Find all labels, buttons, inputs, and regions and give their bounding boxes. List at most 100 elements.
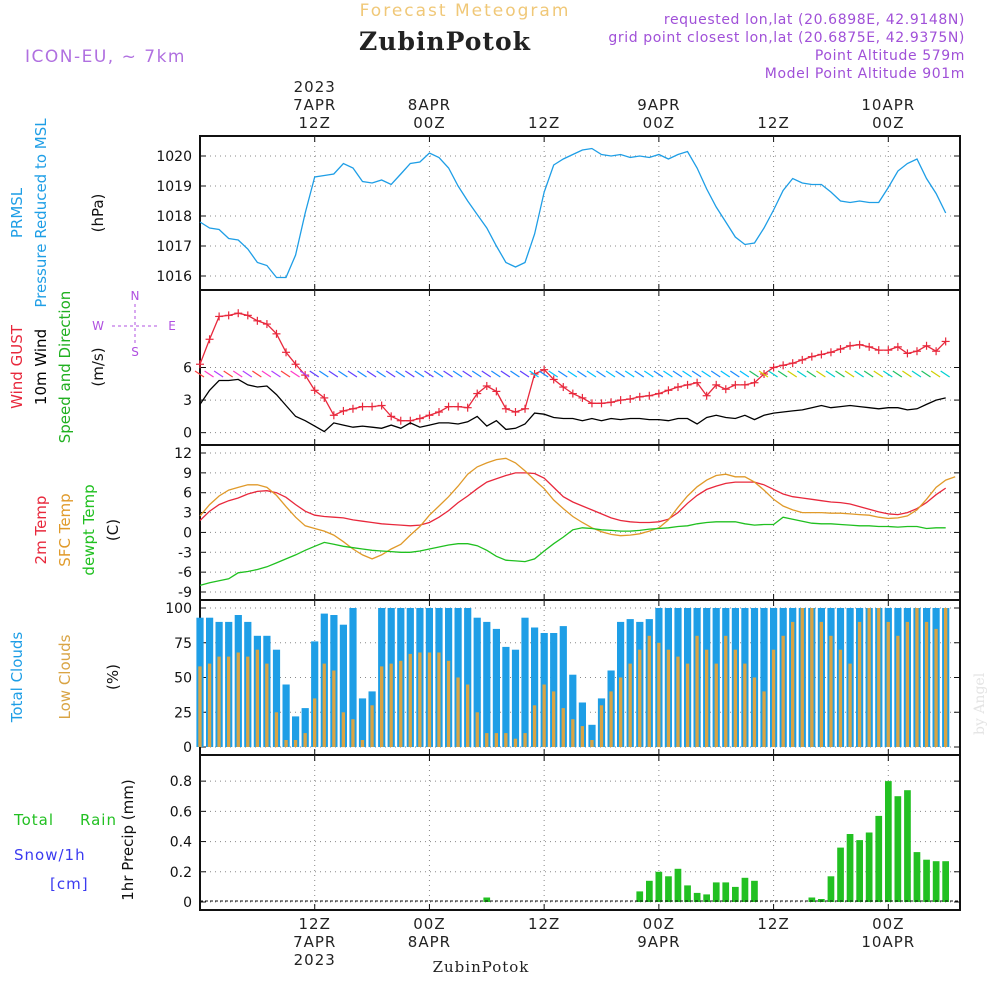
series-line — [199, 147, 947, 279]
bar — [913, 852, 921, 902]
bar — [483, 897, 491, 902]
wind-arrow — [882, 370, 893, 378]
bar — [473, 617, 481, 747]
bar — [246, 656, 250, 747]
wind-arrow — [328, 370, 339, 378]
wind-arrow — [739, 370, 750, 378]
bar — [944, 608, 948, 747]
y-tick-label: 0.6 — [170, 804, 192, 820]
precip-legend-label: [cm] — [50, 875, 89, 893]
bar — [666, 649, 671, 747]
precip-panel: 0 0.2 0.4 0.6 0.8 — [170, 754, 961, 911]
point-altitude: Point Altitude 579m — [815, 48, 965, 64]
bar — [523, 733, 527, 747]
top-axis-label: 2023 — [294, 78, 336, 96]
side-label: 2m Temp — [32, 496, 50, 565]
compass-letter: W — [92, 319, 104, 333]
bar — [684, 885, 691, 902]
bar — [380, 666, 384, 747]
bar — [446, 660, 451, 747]
y-tick-label: 1019 — [156, 179, 192, 195]
bar — [628, 663, 632, 747]
bar — [274, 712, 279, 748]
wind-arrow — [749, 370, 759, 378]
bar — [332, 670, 336, 747]
wind-arrow — [404, 370, 415, 378]
bar — [695, 635, 699, 747]
bar — [932, 861, 940, 902]
series-line — [199, 312, 947, 422]
bar — [466, 684, 470, 747]
bar — [531, 627, 539, 747]
bar — [705, 649, 709, 747]
bar — [808, 897, 816, 902]
bar — [255, 649, 259, 747]
bar — [762, 691, 766, 747]
wind-arrow — [816, 370, 826, 378]
bar — [877, 608, 881, 747]
bar — [791, 621, 795, 747]
wind-arrows — [194, 370, 950, 378]
y-tick-label: 12 — [174, 446, 192, 462]
wind-arrow — [902, 370, 912, 378]
bar — [292, 716, 300, 747]
top-axis-label: 00Z — [872, 114, 904, 132]
y-tick-label: -3 — [178, 545, 192, 561]
bar — [552, 691, 556, 747]
bar — [904, 790, 911, 902]
bar — [322, 663, 326, 747]
bar — [550, 633, 558, 747]
bar — [655, 871, 663, 902]
wind-arrow — [318, 370, 329, 378]
bar — [418, 652, 422, 747]
bar — [732, 886, 739, 902]
wind-arrow — [338, 370, 348, 378]
bar — [924, 621, 929, 747]
bar — [303, 733, 307, 747]
wind-panel: 0 3 6 — [183, 289, 961, 446]
bar — [685, 663, 690, 747]
wind-arrow — [940, 370, 950, 378]
wind-arrow — [863, 370, 874, 378]
y-tick-label: 3 — [183, 393, 192, 409]
wind-arrow — [510, 370, 520, 378]
bar — [733, 649, 737, 747]
bottom-axis-label: 00Z — [872, 915, 904, 933]
wind-arrow — [844, 370, 855, 378]
wind-arrow — [242, 370, 253, 378]
bar — [856, 840, 863, 902]
bottom-axis-label: 2023 — [294, 951, 336, 969]
bar — [846, 834, 854, 902]
bar — [399, 660, 403, 747]
wind-arrow — [500, 370, 511, 378]
bar — [829, 635, 833, 747]
wind-arrow — [271, 370, 281, 378]
y-tick-label: 0 — [183, 426, 192, 442]
side-label: (C) — [104, 519, 122, 541]
wind-arrow — [624, 370, 635, 378]
wind-arrow — [347, 370, 358, 378]
compass-letter: N — [131, 289, 140, 303]
wind-arrow — [357, 370, 367, 378]
wind-arrow — [730, 370, 740, 378]
wind-arrow — [854, 370, 864, 378]
bar — [485, 733, 489, 747]
side-label: (%) — [104, 664, 122, 690]
wind-arrow — [663, 370, 673, 378]
wind-arrow — [529, 370, 539, 378]
series-line — [199, 457, 956, 560]
side-label: Speed and Direction — [56, 291, 74, 444]
bar — [848, 663, 852, 747]
compass-letter: S — [131, 345, 139, 359]
wind-arrow — [586, 370, 597, 378]
side-label: 1hr Precip (mm) — [119, 779, 137, 900]
compass-letter: E — [168, 319, 176, 333]
bar — [771, 649, 776, 747]
y-tick-label: 75 — [174, 636, 192, 652]
precip-legend-label: Snow/1h — [14, 846, 86, 864]
bar — [521, 617, 529, 747]
bar — [349, 608, 357, 747]
bar — [760, 608, 768, 747]
bar — [293, 740, 298, 747]
